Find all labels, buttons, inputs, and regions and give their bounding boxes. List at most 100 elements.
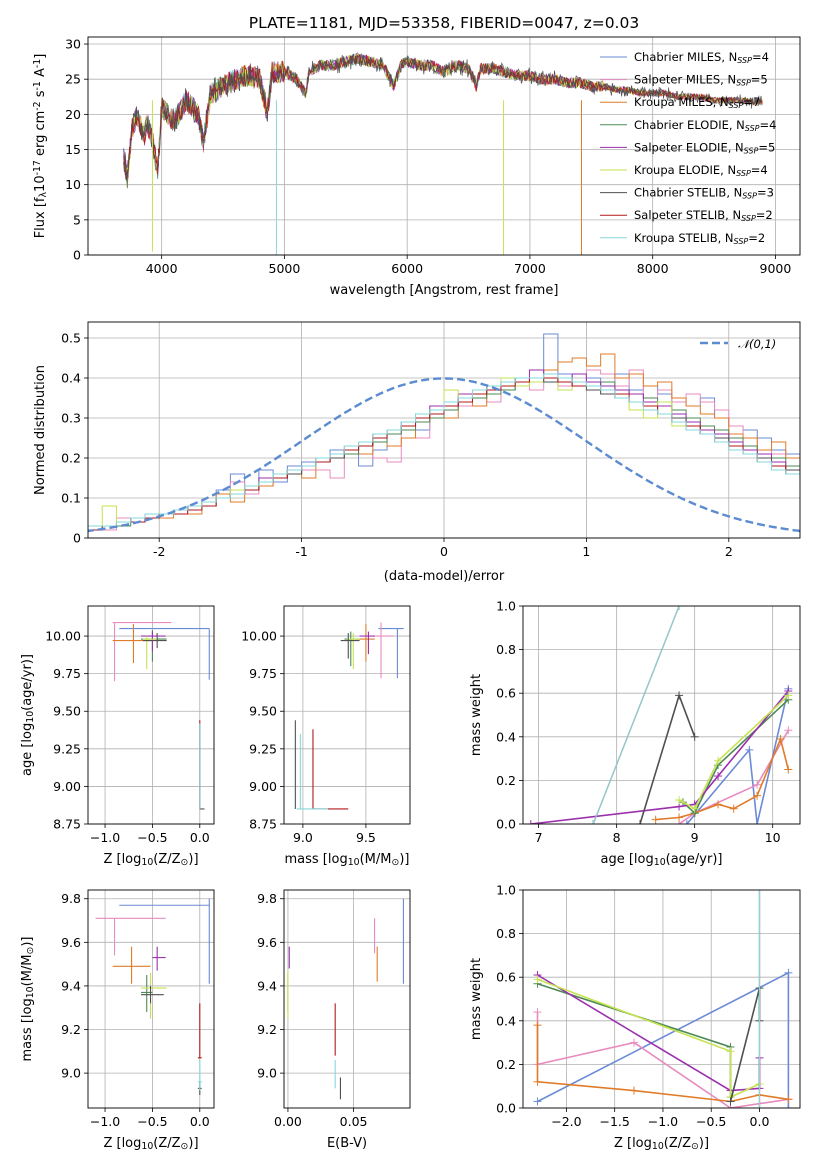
x-tick-label: 8 (613, 830, 621, 845)
x-axis-label: Z [log10(Z/Z⊙)] (103, 1136, 198, 1152)
axes-weight_vs_age: 7 8 9 10 0.0 0.2 0.4 0.6 0.8 1.0 age [log10(age/yr… (469, 599, 801, 868)
axes-frame (522, 605, 801, 825)
axes-spectrum: 4000 5000 6000 7000 8000 9000 0 5 10 15 20 25 30 wave… (32, 36, 801, 298)
y-tick-label: 0 (73, 248, 81, 263)
y-tick-label: 9.6 (61, 935, 81, 950)
y-tick-label: 9.2 (61, 1022, 81, 1037)
axes-age_vs_Z: −1.0 −0.5 0.0 8.75 9.00 9.25 9.50 9.75 10.00 Z [l… (20, 605, 215, 868)
axes-frame (87, 36, 801, 256)
plot-area (533, 890, 793, 1108)
x-tick-label: 7 (535, 830, 543, 845)
x-tick-label: 0 (440, 544, 448, 559)
x-axis-label: Z [log10(Z/Z⊙)] (103, 852, 198, 868)
legend-label: Salpeter STELIB, NSSP=2 (634, 208, 773, 223)
legend-label: Salpeter ELODIE, NSSP=5 (634, 140, 775, 155)
y-tick-label: 9.8 (61, 891, 81, 906)
legend-label: Kroupa STELIB, NSSP=2 (634, 231, 765, 246)
legend-label: Chabrier STELIB, NSSP=3 (634, 186, 774, 201)
y-tick-label: 0.2 (496, 1057, 516, 1072)
y-tick-label: 1.0 (496, 599, 516, 614)
y-tick-label: 0.8 (496, 926, 516, 941)
y-tick-label: 9.6 (257, 935, 277, 950)
x-tick-label: 10 (765, 830, 781, 845)
y-tick-label: 0.2 (61, 451, 81, 466)
x-tick-label: -1 (295, 544, 307, 559)
y-tick-label: 10 (65, 177, 81, 192)
spectrum-series-5 (123, 53, 763, 175)
weight-series-6 (729, 987, 761, 1102)
y-tick-label: 10.00 (45, 629, 81, 644)
weight-series-5 (537, 978, 760, 1099)
y-tick-label: 9.50 (249, 704, 277, 719)
y-tick-label: 0.4 (496, 1013, 516, 1028)
y-tick-label: 9.00 (53, 779, 81, 794)
axes-frame (283, 605, 411, 825)
y-tick-label: 8.75 (53, 817, 81, 832)
y-tick-label: 5 (73, 212, 81, 227)
y-tick-label: 9.00 (249, 779, 277, 794)
y-tick-label: 9.0 (257, 1066, 277, 1081)
x-tick-label: 0.0 (190, 1114, 210, 1129)
x-tick-label: −1.0 (90, 830, 120, 845)
x-tick-label: 9.0 (293, 830, 313, 845)
x-tick-label: 1 (582, 544, 590, 559)
axes-frame (87, 605, 215, 825)
legend-label: 𝒩(0,1) (738, 337, 776, 351)
y-axis-label: mass weight (469, 674, 484, 756)
y-tick-label: 15 (65, 142, 81, 157)
plot-area (112, 621, 210, 810)
normal-reference-curve (88, 377, 800, 533)
y-tick-label: 9.75 (53, 666, 81, 681)
x-tick-label: 4000 (146, 261, 178, 276)
x-tick-label: 5000 (269, 261, 301, 276)
y-tick-label: 0.0 (496, 817, 516, 832)
axes-age_vs_mass: 9.0 9.5 8.75 9.00 9.25 9.50 9.75 10.00 mass [log… (241, 605, 411, 868)
x-axis-label: E(B-V) (327, 1136, 367, 1151)
plot-area (294, 622, 404, 810)
spectrum-series-6 (123, 54, 763, 181)
spectrum-legend: Chabrier MILES, NSSP=4 Salpeter MILES, NS… (600, 50, 776, 246)
histogram-series-5 (88, 377, 800, 531)
y-tick-label: 0.6 (496, 686, 516, 701)
x-tick-label: 9 (691, 830, 699, 845)
y-tick-label: 25 (65, 72, 81, 87)
histogram-series-4 (88, 369, 800, 531)
x-tick-label: 7000 (514, 261, 546, 276)
y-axis-label: age [log10(age/yr)] (20, 654, 36, 776)
y-axis-label: mass weight (469, 958, 484, 1040)
weight-series-2 (655, 736, 790, 821)
x-tick-label: −2.0 (551, 1114, 581, 1129)
y-tick-label: 0 (73, 531, 81, 546)
y-tick-label: 9.8 (257, 891, 277, 906)
weight-series-8 (592, 606, 680, 824)
plot-area (123, 51, 763, 255)
legend-label: Kroupa MILES, NSSP=7 (634, 95, 760, 110)
axes-mass_vs_EBV: 0.00 0.05 9.0 9.2 9.4 9.6 9.8 E(B-V) (257, 889, 411, 1151)
legend-label: Salpeter MILES, NSSP=5 (634, 73, 768, 88)
axes-residuals: -2 -1 0 1 2 0 0.1 0.2 0.3 0.4 0.5 (data-model)/erro… (33, 321, 801, 584)
y-tick-label: 8.75 (249, 817, 277, 832)
x-tick-label: 2 (725, 544, 733, 559)
axes-mass_vs_Z: −1.0 −0.5 0.0 9.0 9.2 9.4 9.6 9.8 Z [log10(Z/Z⊙)… (20, 889, 215, 1152)
y-tick-label: 0.4 (61, 371, 81, 386)
x-axis-label: Z [log10(Z/Z⊙)] (614, 1136, 709, 1152)
plot-area (88, 333, 800, 533)
weight-series-2 (536, 1025, 789, 1103)
plot-area (287, 898, 404, 1100)
x-axis-label: age [log10(age/yr)] (601, 852, 723, 868)
x-tick-label: 0.00 (274, 1114, 302, 1129)
x-tick-label: −1.0 (90, 1114, 120, 1129)
y-tick-label: 9.0 (61, 1066, 81, 1081)
x-tick-label: 0.0 (750, 1114, 770, 1129)
legend-label: Chabrier MILES, NSSP=4 (634, 50, 769, 65)
y-axis-label: Normed distribution (33, 365, 48, 495)
y-tick-label: 20 (65, 107, 81, 122)
y-axis-label: mass [log10(M/M⊙)] (20, 937, 36, 1062)
y-tick-label: 0.1 (61, 491, 81, 506)
x-axis-label: wavelength [Angstrom, rest frame] (330, 283, 559, 298)
y-tick-label: 10.00 (241, 629, 277, 644)
y-tick-label: 9.4 (257, 978, 277, 993)
y-tick-label: 0.5 (61, 331, 81, 346)
y-tick-label: 9.25 (249, 741, 277, 756)
